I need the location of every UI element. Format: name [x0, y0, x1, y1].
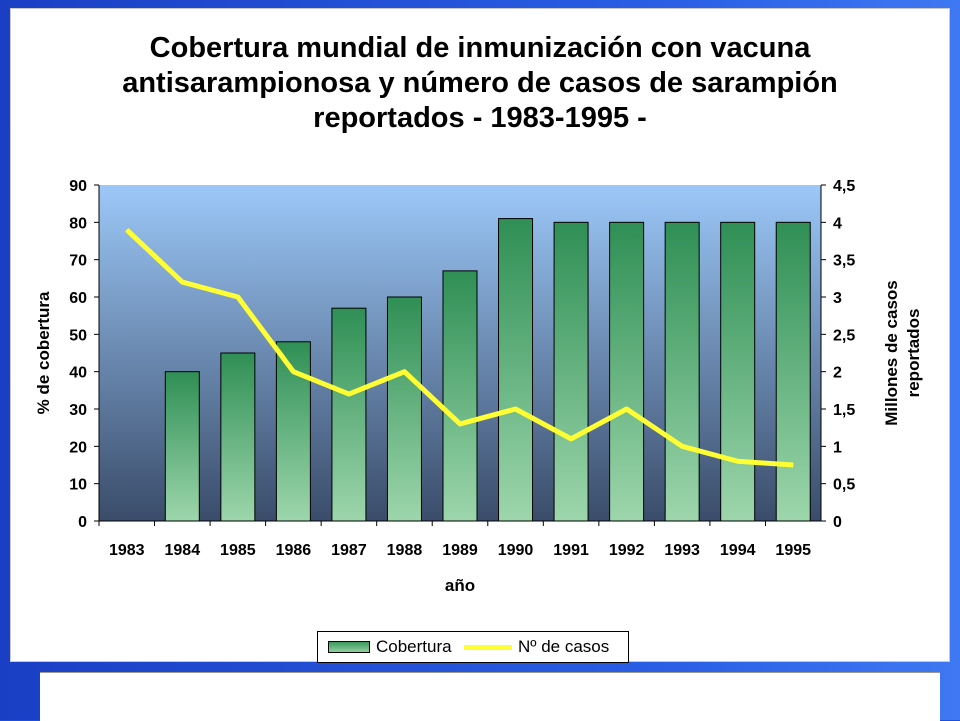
case-point-1993 — [681, 445, 683, 447]
legend-item-cobertura: Cobertura — [328, 637, 452, 657]
x-tick-label-1992: 1992 — [609, 542, 645, 559]
case-point-1989 — [459, 423, 461, 425]
y2-tick-label: 1,5 — [833, 402, 855, 419]
case-point-1992 — [626, 408, 628, 410]
case-point-1994 — [737, 460, 739, 462]
y-tick-label: 80 — [69, 215, 87, 232]
bar-1993 — [664, 221, 700, 522]
x-tick-label-1988: 1988 — [387, 542, 423, 559]
x-axis-label: año — [445, 576, 475, 595]
y-tick-label: 40 — [69, 365, 87, 382]
x-tick-label-1990: 1990 — [498, 542, 534, 559]
case-point-1988 — [403, 371, 405, 373]
y-tick-label: 0 — [78, 514, 87, 531]
legend-swatch-bar — [328, 641, 370, 653]
case-point-1985 — [237, 296, 239, 298]
bar-1988 — [386, 296, 422, 522]
y2-tick-label: 3,5 — [833, 253, 855, 270]
y2-tick-label: 2 — [833, 365, 842, 382]
y-tick-label: 50 — [69, 327, 87, 344]
y2-axis-label-line-2: reportados — [904, 309, 923, 398]
y2-axis-label-line-1: Millones de casos — [882, 280, 901, 426]
chart: 0 10 20 30 40 50 60 70 80 90 0 0,5 1 1,5 2 2,5 3 3,5 4 4,5 1… — [34, 178, 923, 595]
bar-1992 — [609, 221, 645, 522]
title-line-2: antisarampionosa y número de casos de sa… — [122, 67, 838, 99]
title-line-3: reportados - 1983-1995 - — [313, 102, 647, 134]
y-tick-label: 70 — [69, 253, 87, 270]
x-tick-label-1991: 1991 — [553, 542, 589, 559]
bar-1990 — [498, 218, 534, 522]
x-tick-label-1986: 1986 — [276, 542, 312, 559]
case-point-1995 — [792, 464, 794, 466]
x-tick-label-1995: 1995 — [775, 542, 811, 559]
case-point-1987 — [348, 393, 350, 395]
x-tick-label-1987: 1987 — [331, 542, 367, 559]
x-tick-label-1994: 1994 — [720, 542, 756, 559]
bar-1987 — [331, 307, 367, 522]
y-tick-label: 20 — [69, 439, 87, 456]
bar-1994 — [720, 221, 756, 522]
y-tick-label: 90 — [69, 178, 87, 195]
y-tick-label: 30 — [69, 402, 87, 419]
x-tick-label-1985: 1985 — [220, 542, 256, 559]
y2-tick-label: 0 — [833, 514, 842, 531]
y-tick-label: 60 — [69, 290, 87, 307]
y2-tick-label: 0,5 — [833, 477, 855, 494]
x-tick-label-1989: 1989 — [442, 542, 478, 559]
slide-title: Cobertura mundial de inmunización con va… — [11, 31, 949, 136]
x-tick-label-1983: 1983 — [109, 542, 145, 559]
legend-label-cobertura: Cobertura — [376, 637, 452, 656]
bar-1995 — [775, 221, 811, 522]
title-line-1: Cobertura mundial de inmunización con va… — [149, 32, 811, 64]
y2-tick-label: 3 — [833, 290, 842, 307]
legend-label-casos: Nº de casos — [518, 637, 610, 656]
case-point-1983 — [126, 229, 128, 231]
legend-item-casos: Nº de casos — [464, 637, 609, 657]
bar-1989 — [442, 270, 478, 522]
notes-panel — [40, 672, 940, 721]
bar-1985 — [220, 352, 256, 522]
y2-tick-label: 1 — [833, 439, 842, 456]
case-point-1984 — [181, 281, 183, 283]
y2-tick-label: 4 — [833, 215, 842, 232]
y-axis-label: % de cobertura — [34, 291, 53, 414]
case-point-1986 — [292, 371, 294, 373]
bar-1984 — [164, 371, 200, 522]
y2-tick-label: 2,5 — [833, 327, 855, 344]
legend-swatch-line — [464, 644, 512, 650]
y2-tick-label: 4,5 — [833, 178, 855, 195]
bar-1991 — [553, 221, 589, 522]
x-tick-label-1993: 1993 — [664, 542, 700, 559]
case-point-1991 — [570, 438, 572, 440]
x-tick-label-1984: 1984 — [165, 542, 201, 559]
case-point-1990 — [515, 408, 517, 410]
y-tick-label: 10 — [69, 477, 87, 494]
slide-panel: Cobertura mundial de inmunización con va… — [10, 8, 950, 663]
legend: Cobertura Nº de casos — [317, 631, 629, 663]
